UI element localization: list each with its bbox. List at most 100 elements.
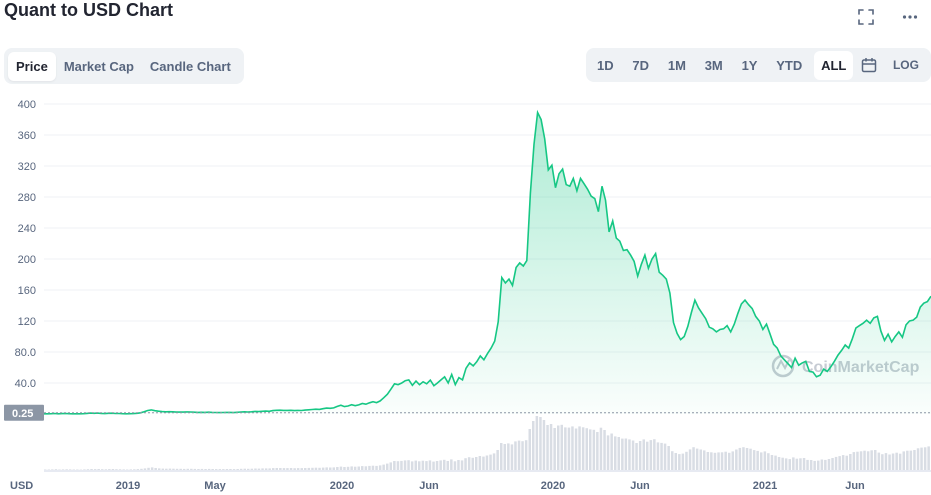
volume-bar bbox=[710, 452, 713, 470]
volume-bar bbox=[61, 469, 65, 470]
tab-price[interactable]: Price bbox=[8, 51, 56, 81]
volume-bar bbox=[93, 469, 97, 470]
y-tick-label: 40.0 bbox=[15, 378, 36, 390]
volume-bar bbox=[211, 469, 214, 470]
chart-title: Quant to USD Chart bbox=[4, 0, 173, 20]
volume-bar bbox=[599, 427, 603, 470]
volume-bar bbox=[329, 467, 332, 470]
volume-bar bbox=[464, 458, 467, 470]
volume-bar bbox=[774, 455, 777, 470]
volume-bar bbox=[47, 469, 51, 470]
tab-market-cap[interactable]: Market Cap bbox=[63, 58, 134, 74]
volume-bar bbox=[646, 441, 649, 470]
volume-bar bbox=[913, 450, 916, 470]
range-3m[interactable]: 3M bbox=[704, 57, 723, 73]
volume-bar bbox=[923, 447, 927, 470]
volume-bar bbox=[257, 468, 261, 470]
header-actions bbox=[855, 6, 921, 28]
log-scale-toggle[interactable]: LOG bbox=[892, 58, 919, 72]
volume-bar bbox=[421, 460, 425, 470]
volume-bar bbox=[649, 440, 653, 470]
volume-bar bbox=[585, 428, 588, 470]
volume-bar bbox=[286, 468, 289, 470]
volume-bar bbox=[193, 468, 197, 470]
volume-bar bbox=[261, 468, 264, 470]
volume-bar bbox=[175, 468, 179, 470]
volume-bar bbox=[685, 451, 688, 470]
volume-bar bbox=[542, 420, 546, 470]
volume-bar bbox=[631, 440, 635, 470]
volume-bar bbox=[503, 444, 506, 470]
volume-bar bbox=[450, 459, 453, 470]
volume-bar bbox=[777, 457, 781, 470]
volume-bar bbox=[393, 461, 396, 470]
volume-bar bbox=[792, 457, 795, 470]
volume-bar bbox=[521, 441, 524, 470]
volume-bar bbox=[492, 453, 496, 470]
calendar-icon[interactable] bbox=[858, 54, 880, 76]
volume-bar bbox=[272, 468, 275, 470]
y-axis: 40.0 80.0 120 160 200 240 280 320 360 400 bbox=[15, 99, 36, 390]
volume-bar bbox=[663, 443, 667, 470]
range-all[interactable]: ALL bbox=[814, 50, 854, 80]
fullscreen-icon[interactable] bbox=[855, 6, 877, 28]
volume-bar bbox=[368, 465, 371, 470]
range-1y[interactable]: 1Y bbox=[741, 57, 758, 73]
volume-bar bbox=[453, 461, 457, 470]
volume-bar bbox=[738, 447, 742, 470]
volume-bar bbox=[307, 467, 311, 470]
volume-bar bbox=[51, 469, 54, 470]
y-tick-label: 120 bbox=[18, 316, 36, 328]
volume-bar bbox=[118, 469, 122, 470]
more-icon[interactable] bbox=[899, 6, 921, 28]
tab-candle-chart[interactable]: Candle Chart bbox=[149, 58, 231, 74]
volume-bar bbox=[863, 450, 866, 470]
x-tick-label: Jun bbox=[419, 480, 439, 492]
volume-bar bbox=[517, 440, 521, 470]
volume-bar bbox=[204, 469, 207, 470]
volume-bar bbox=[229, 469, 232, 470]
volume-bar bbox=[232, 469, 236, 470]
volume-bar bbox=[396, 461, 400, 470]
volume-bar bbox=[200, 468, 204, 470]
volume-bar bbox=[884, 453, 888, 470]
volume-bar bbox=[881, 454, 884, 470]
volume-bar bbox=[350, 466, 353, 470]
volume-bar bbox=[222, 469, 225, 470]
volume-bar bbox=[653, 439, 656, 470]
volume-bar bbox=[150, 467, 154, 470]
volume-bar bbox=[364, 466, 368, 470]
volume-bar bbox=[186, 468, 189, 470]
volume-bar bbox=[321, 467, 325, 470]
volume-bar bbox=[346, 466, 350, 470]
volume-bar bbox=[122, 469, 125, 470]
volume-bar bbox=[909, 450, 913, 470]
volume-bar bbox=[888, 454, 891, 470]
volume-bar bbox=[471, 457, 474, 470]
volume-bar bbox=[289, 468, 293, 470]
volume-bar bbox=[656, 442, 660, 470]
y-tick-label: 320 bbox=[18, 161, 36, 173]
volume-bar bbox=[592, 429, 596, 470]
volume-bar bbox=[293, 468, 296, 470]
volume-bar bbox=[895, 452, 898, 470]
volume-bar bbox=[129, 469, 132, 470]
range-ytd[interactable]: YTD bbox=[776, 57, 803, 73]
volume-bar bbox=[108, 469, 111, 470]
volume-bar bbox=[906, 450, 909, 470]
volume-bar bbox=[859, 451, 863, 470]
chart-grid bbox=[44, 103, 931, 384]
volume-bar bbox=[688, 449, 692, 470]
volume-bar bbox=[514, 441, 517, 470]
volume-bar bbox=[831, 458, 834, 470]
volume-bar bbox=[824, 459, 827, 470]
volume-bar bbox=[97, 469, 100, 470]
volume-bar bbox=[532, 421, 535, 470]
volume-bar bbox=[403, 460, 407, 470]
range-7d[interactable]: 7D bbox=[632, 57, 650, 73]
range-1d[interactable]: 1D bbox=[597, 57, 614, 73]
volume-bar bbox=[870, 450, 873, 470]
volume-bar bbox=[717, 452, 720, 470]
range-1m[interactable]: 1M bbox=[667, 57, 686, 73]
